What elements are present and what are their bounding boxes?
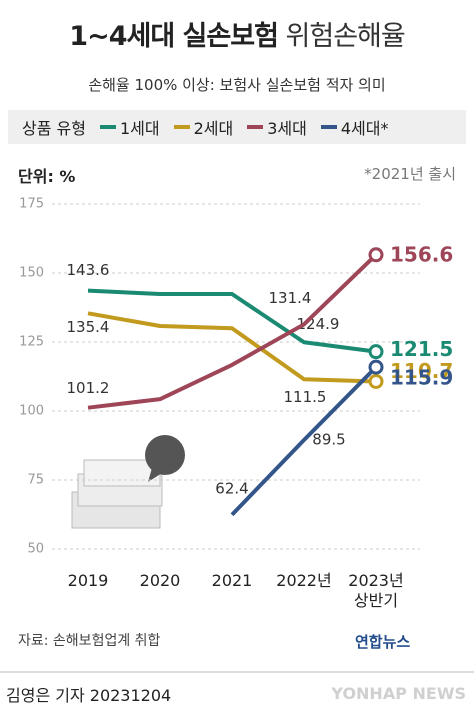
title-suffix: 위험손해율 [285, 21, 406, 52]
watermark: YONHAP NEWS [331, 684, 466, 703]
value-label: 62.4 [215, 479, 248, 497]
series-line [230, 365, 378, 517]
x-tick-label: 2019 [67, 571, 109, 590]
legend-swatch [99, 125, 116, 129]
y-tick-label: 100 [19, 404, 44, 419]
note: *2021년 출시 [364, 165, 456, 183]
subtitle: 손해율 100% 이상: 보험사 실손보험 적자 의미 [88, 76, 386, 94]
value-label: 110.7 [390, 359, 453, 383]
x-tick-label: 2023년 상반기 [348, 571, 404, 610]
source: 자료: 손해보험업계 취합 [18, 633, 161, 649]
legend-swatch [320, 125, 337, 129]
legend-item: 3세대 [247, 115, 307, 139]
value-label: 135.4 [67, 318, 110, 336]
logo: 연합뉴스 [355, 633, 411, 651]
x-tick-label: 2020 [139, 571, 181, 590]
value-label: 115.9 [390, 366, 453, 390]
title: 1~4세대 실손보험 위험손해율 [0, 14, 474, 53]
unit: 단위: % [18, 167, 76, 186]
value-label: 156.6 [390, 242, 453, 266]
value-label: 101.2 [67, 379, 110, 397]
series-line [87, 311, 377, 384]
legend-label: 3세대 [267, 119, 307, 138]
money-icon [71, 435, 185, 529]
end-marker [368, 247, 384, 263]
y-tick-label: 175 [19, 197, 44, 212]
legend: 상품 유형 1세대 2세대 3세대 4세대* [8, 110, 466, 144]
value-label: 143.6 [67, 261, 110, 279]
end-marker [368, 344, 384, 360]
y-tick-label: 75 [27, 473, 44, 488]
value-label: 131.4 [269, 289, 312, 307]
title-main: 1~4세대 실손보험 [69, 21, 279, 52]
x-tick-label: 2022년 [276, 571, 332, 590]
end-marker [368, 373, 384, 389]
y-tick-label: 50 [27, 542, 44, 557]
legend-label: 4세대* [340, 119, 389, 138]
y-tick-label: 125 [19, 335, 44, 350]
legend-swatch [247, 125, 264, 129]
end-marker [368, 359, 384, 375]
value-label: 111.5 [284, 388, 327, 406]
legend-item: 2세대 [173, 115, 234, 139]
y-tick-label: 150 [19, 266, 44, 281]
legend-label: 1세대 [119, 119, 160, 138]
legend-item: 4세대* [320, 115, 389, 139]
series-line [87, 253, 378, 410]
legend-swatch [173, 125, 190, 129]
x-tick-label: 2021 [211, 571, 253, 590]
legend-label: 2세대 [193, 119, 234, 138]
series-line [87, 288, 377, 354]
legend-title: 상품 유형 [22, 119, 86, 138]
value-label: 121.5 [390, 337, 453, 361]
credit: 김영은 기자 20231204 [6, 686, 172, 705]
legend-item: 1세대 [99, 115, 160, 139]
value-label: 89.5 [312, 430, 345, 448]
